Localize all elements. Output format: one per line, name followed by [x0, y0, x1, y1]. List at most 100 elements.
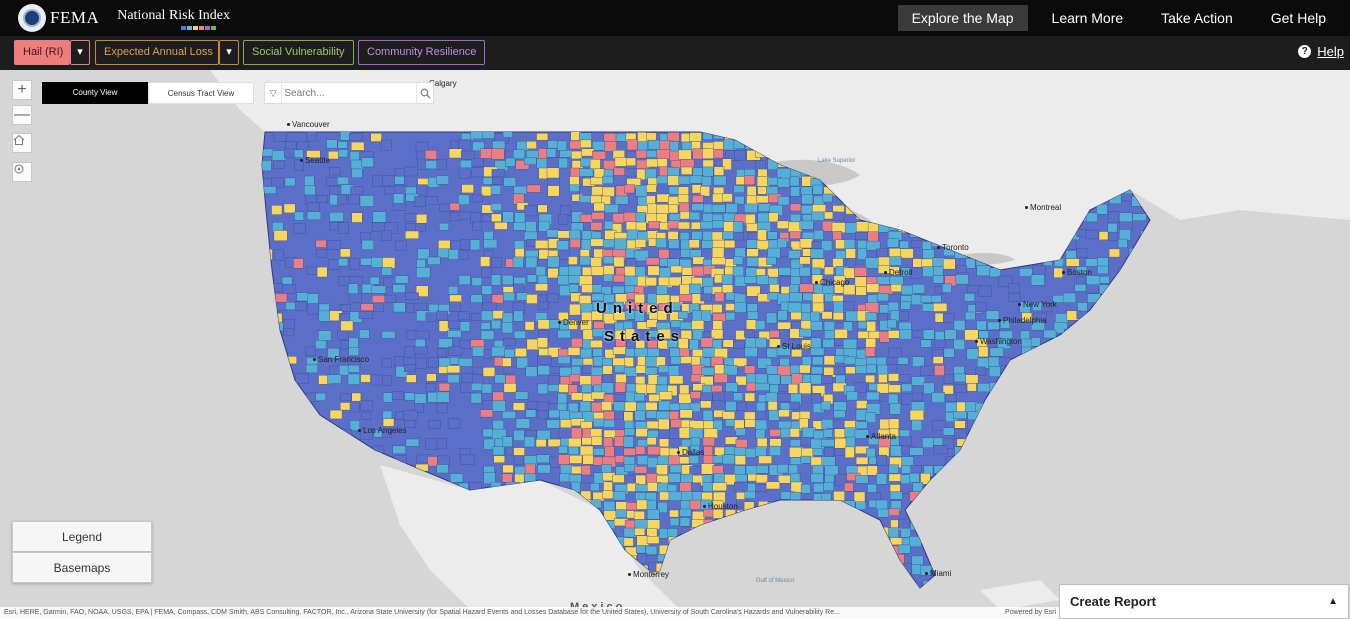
county-cell[interactable] — [1096, 204, 1108, 215]
county-cell[interactable] — [447, 418, 461, 429]
county-cell[interactable] — [590, 375, 602, 387]
county-cell[interactable] — [975, 301, 987, 312]
county-cell[interactable] — [449, 301, 462, 312]
county-cell[interactable] — [436, 158, 447, 170]
search-source-dropdown[interactable]: ▽ — [269, 87, 277, 98]
county-cell[interactable] — [414, 196, 426, 207]
county-cell[interactable] — [964, 329, 979, 341]
county-cell[interactable] — [503, 366, 515, 375]
county-cell[interactable] — [514, 473, 525, 484]
county-cell[interactable] — [942, 427, 955, 436]
county-cell[interactable] — [932, 356, 944, 364]
county-cell[interactable] — [505, 157, 516, 167]
county-cell[interactable] — [668, 365, 680, 377]
county-cell[interactable] — [394, 275, 409, 284]
county-cell[interactable] — [557, 393, 568, 404]
county-cell[interactable] — [889, 484, 901, 493]
county-cell[interactable] — [691, 231, 703, 241]
county-cell[interactable] — [472, 141, 485, 151]
county-cell[interactable] — [776, 168, 791, 179]
county-cell[interactable] — [361, 157, 374, 168]
county-cell[interactable] — [645, 367, 658, 376]
county-cell[interactable] — [424, 149, 437, 160]
county-cell[interactable] — [645, 257, 660, 266]
county-cell[interactable] — [415, 330, 430, 340]
county-cell[interactable] — [647, 430, 659, 438]
county-cell[interactable] — [689, 211, 701, 221]
county-cell[interactable] — [274, 249, 284, 261]
county-cell[interactable] — [669, 375, 684, 385]
county-cell[interactable] — [800, 320, 812, 330]
county-cell[interactable] — [448, 346, 463, 356]
county-cell[interactable] — [603, 481, 613, 492]
county-cell[interactable] — [690, 391, 702, 399]
county-cell[interactable] — [691, 184, 702, 194]
county-cell[interactable] — [348, 337, 359, 349]
county-cell[interactable] — [635, 484, 650, 492]
county-cell[interactable] — [436, 437, 447, 450]
county-cell[interactable] — [692, 195, 705, 203]
county-cell[interactable] — [569, 455, 583, 464]
county-cell[interactable] — [811, 258, 826, 269]
county-cell[interactable] — [886, 238, 899, 248]
county-cell[interactable] — [900, 248, 914, 259]
county-cell[interactable] — [790, 203, 802, 212]
county-cell[interactable] — [779, 358, 790, 367]
county-cell[interactable] — [593, 418, 606, 428]
county-cell[interactable] — [835, 348, 845, 357]
county-cell[interactable] — [338, 222, 349, 234]
county-cell[interactable] — [393, 302, 406, 313]
county-cell[interactable] — [590, 340, 603, 348]
county-cell[interactable] — [824, 330, 836, 340]
county-cell[interactable] — [471, 194, 484, 203]
county-cell[interactable] — [725, 382, 738, 393]
county-cell[interactable] — [262, 186, 277, 194]
county-cell[interactable] — [679, 517, 690, 527]
county-cell[interactable] — [512, 402, 525, 411]
basemaps-button[interactable]: Basemaps — [12, 552, 152, 583]
county-cell[interactable] — [978, 346, 989, 358]
county-cell[interactable] — [403, 410, 418, 422]
county-cell[interactable] — [647, 265, 660, 276]
county-cell[interactable] — [593, 202, 605, 212]
county-cell[interactable] — [613, 256, 625, 268]
county-cell[interactable] — [581, 239, 592, 251]
county-cell[interactable] — [835, 250, 847, 259]
county-cell[interactable] — [612, 491, 626, 501]
county-cell[interactable] — [889, 403, 901, 415]
county-cell[interactable] — [656, 148, 671, 160]
county-cell[interactable] — [647, 348, 660, 358]
county-cell[interactable] — [382, 375, 392, 386]
county-cell[interactable] — [745, 448, 757, 458]
county-cell[interactable] — [480, 322, 491, 330]
county-cell[interactable] — [623, 436, 634, 448]
county-cell[interactable] — [657, 328, 671, 340]
county-cell[interactable] — [656, 203, 669, 215]
county-cell[interactable] — [930, 295, 942, 303]
county-cell[interactable] — [525, 221, 537, 233]
county-cell[interactable] — [548, 375, 560, 385]
county-cell[interactable] — [458, 167, 471, 179]
county-cell[interactable] — [713, 149, 724, 159]
county-cell[interactable] — [404, 364, 416, 373]
county-cell[interactable] — [515, 391, 529, 400]
county-cell[interactable] — [1099, 275, 1110, 284]
county-cell[interactable] — [842, 338, 858, 350]
county-cell[interactable] — [724, 391, 735, 403]
county-cell[interactable] — [446, 365, 461, 374]
county-cell[interactable] — [624, 357, 634, 367]
county-cell[interactable] — [800, 455, 811, 464]
county-cell[interactable] — [735, 428, 746, 436]
county-cell[interactable] — [581, 148, 595, 157]
county-cell[interactable] — [568, 437, 582, 448]
county-cell[interactable] — [490, 185, 501, 195]
county-cell[interactable] — [853, 491, 866, 503]
county-cell[interactable] — [492, 420, 504, 430]
county-cell[interactable] — [812, 448, 824, 456]
county-cell[interactable] — [395, 240, 407, 251]
county-cell[interactable] — [569, 238, 581, 249]
county-cell[interactable] — [813, 230, 824, 240]
county-cell[interactable] — [713, 175, 727, 186]
county-cell[interactable] — [812, 356, 824, 366]
county-cell[interactable] — [415, 222, 426, 232]
